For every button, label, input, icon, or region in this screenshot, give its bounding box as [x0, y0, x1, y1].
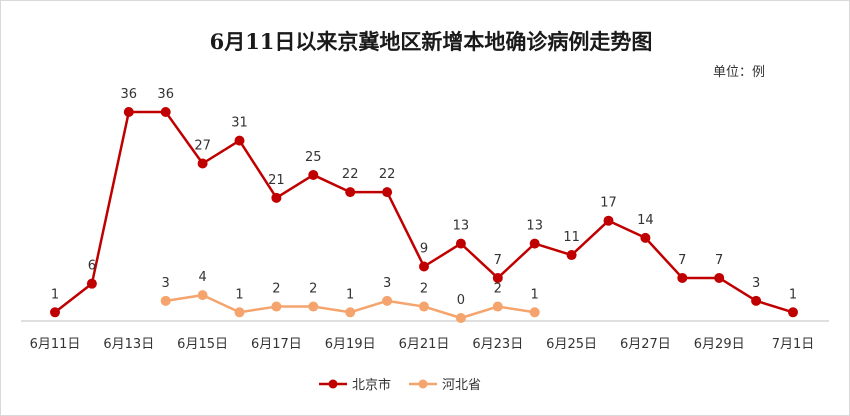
data-label: 0 — [457, 293, 465, 308]
data-point — [50, 307, 60, 318]
data-label: 9 — [420, 242, 428, 257]
data-label: 1 — [51, 287, 59, 302]
data-point — [677, 272, 688, 283]
data-label: 7 — [715, 253, 723, 268]
legend-marker — [418, 379, 428, 389]
data-point — [197, 290, 208, 301]
data-point — [308, 301, 319, 312]
data-label: 14 — [637, 213, 654, 228]
legend-item: 北京市 — [319, 377, 391, 393]
data-label: 2 — [272, 282, 280, 297]
data-point — [419, 301, 429, 312]
data-point — [197, 158, 208, 169]
data-point — [566, 250, 577, 261]
series-2: 3 4 1 2 2 1 3 2 0 2 1 — [160, 270, 540, 323]
data-point — [345, 307, 356, 318]
x-tick-label: 6月19日 — [325, 337, 376, 352]
data-label: 2 — [494, 282, 502, 297]
x-tick-label: 6月29日 — [694, 337, 745, 352]
data-point — [529, 238, 540, 249]
data-point — [714, 272, 725, 283]
data-label: 36 — [121, 87, 138, 102]
x-tick-label: 6月11日 — [30, 337, 81, 352]
x-tick-label: 6月15日 — [177, 337, 228, 352]
data-label: 22 — [342, 167, 359, 182]
data-point — [345, 187, 356, 198]
data-label: 36 — [157, 87, 174, 102]
legend: 北京市 河北省 — [319, 377, 481, 393]
data-point — [640, 232, 651, 243]
data-point — [308, 169, 319, 180]
x-tick-label: 6月27日 — [620, 337, 671, 352]
data-label: 3 — [752, 276, 760, 291]
data-point — [271, 301, 282, 312]
data-label: 4 — [198, 270, 206, 285]
data-label: 13 — [526, 219, 543, 234]
legend-item: 河北省 — [409, 378, 481, 393]
data-point — [382, 187, 393, 198]
data-point — [788, 307, 798, 318]
data-point — [271, 192, 282, 203]
data-label: 7 — [494, 253, 502, 268]
unit-label: 单位：例 — [713, 65, 765, 80]
data-label: 6 — [88, 259, 96, 274]
data-label: 31 — [231, 116, 248, 131]
x-tick-label: 6月23日 — [472, 337, 523, 352]
data-label: 21 — [268, 173, 285, 188]
chart-title: 6月11日以来京冀地区新增本地确诊病例走势图 — [210, 29, 653, 54]
data-point — [419, 261, 429, 272]
x-tick-label: 6月17日 — [251, 337, 302, 352]
data-point — [529, 307, 540, 318]
data-point — [160, 295, 171, 306]
data-label: 17 — [600, 196, 617, 211]
data-point — [492, 301, 503, 312]
data-point — [751, 295, 762, 306]
data-label: 3 — [162, 276, 170, 291]
data-label: 25 — [305, 150, 322, 165]
x-tick-label: 6月21日 — [399, 337, 450, 352]
legend-marker — [328, 379, 338, 389]
data-point — [455, 238, 466, 249]
data-label: 22 — [379, 167, 396, 182]
data-label: 13 — [453, 219, 470, 234]
legend-label: 河北省 — [442, 378, 481, 393]
data-point — [234, 135, 245, 146]
data-point — [455, 313, 466, 323]
x-tick-label: 6月25日 — [546, 337, 597, 352]
data-point — [123, 107, 134, 117]
data-point — [86, 278, 97, 289]
x-tick-label: 6月13日 — [103, 337, 154, 352]
data-point — [160, 107, 171, 117]
data-label: 27 — [194, 139, 211, 154]
legend-label: 北京市 — [352, 377, 391, 393]
data-point — [234, 307, 245, 318]
data-label: 1 — [346, 287, 354, 302]
data-label: 3 — [383, 276, 391, 291]
data-label: 1 — [789, 287, 797, 302]
x-tick-label: 7月1日 — [772, 337, 815, 352]
data-point — [492, 272, 503, 283]
data-label: 2 — [420, 282, 428, 297]
data-label: 7 — [678, 253, 686, 268]
data-label: 1 — [531, 287, 539, 302]
data-label: 1 — [235, 287, 243, 302]
data-label: 11 — [563, 230, 580, 245]
data-label: 2 — [309, 282, 317, 297]
data-point — [603, 215, 614, 226]
data-point — [382, 295, 393, 306]
x-axis-ticks: 6月11日 6月13日 6月15日 6月17日 6月19日 6月21日 6月23日 6月25日… — [30, 337, 815, 352]
